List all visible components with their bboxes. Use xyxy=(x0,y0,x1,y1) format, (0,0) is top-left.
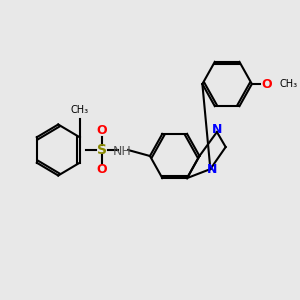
Text: N: N xyxy=(212,122,222,136)
Text: O: O xyxy=(261,77,272,91)
Text: NH: NH xyxy=(113,145,132,158)
Text: CH₃: CH₃ xyxy=(70,105,89,115)
Text: O: O xyxy=(97,124,107,137)
Text: N: N xyxy=(207,163,217,176)
Text: S: S xyxy=(97,143,107,157)
Text: CH₃: CH₃ xyxy=(280,79,298,89)
Text: O: O xyxy=(97,163,107,176)
